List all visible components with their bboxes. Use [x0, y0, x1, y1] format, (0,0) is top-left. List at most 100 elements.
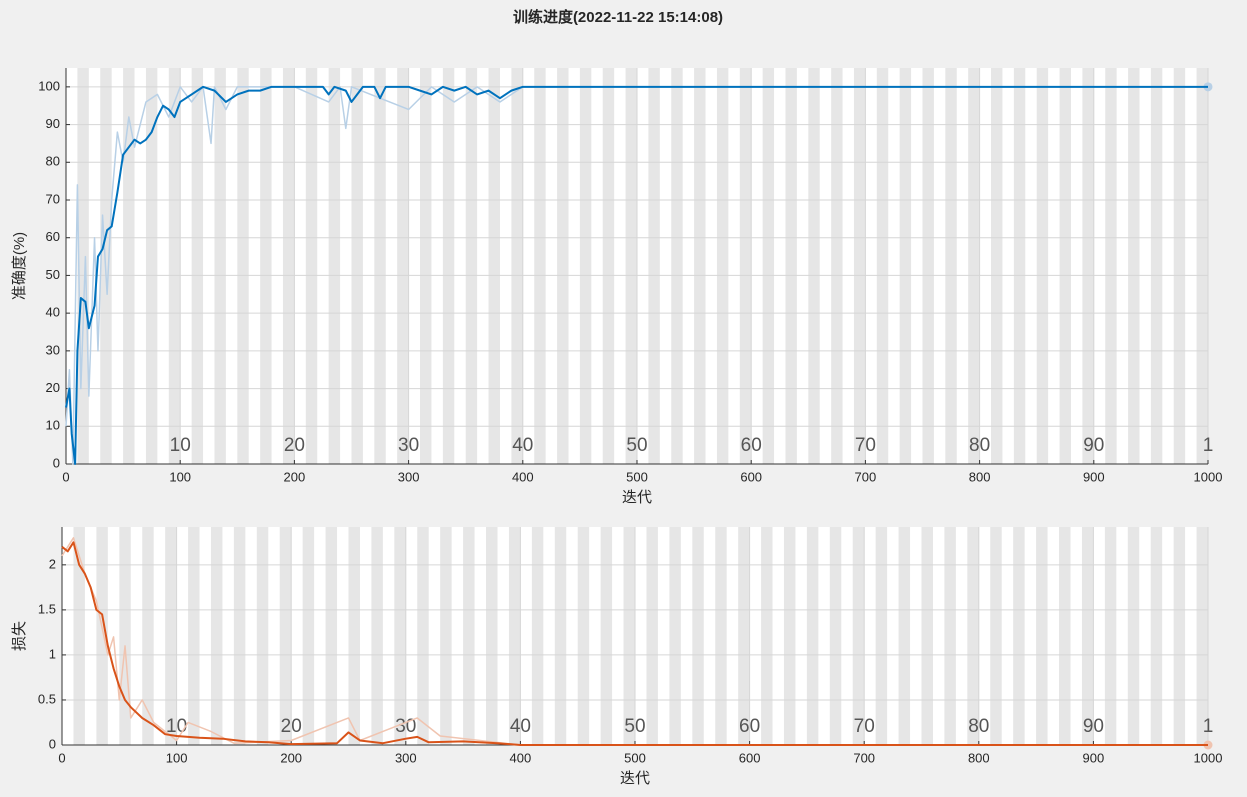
epoch-stripe	[302, 527, 315, 745]
epoch-stripe	[1104, 527, 1117, 745]
epoch-stripe	[968, 68, 980, 464]
epoch-stripe	[440, 527, 452, 745]
x-tick-label: 100	[169, 469, 191, 484]
epoch-stripe	[531, 527, 544, 745]
epoch-stripe	[394, 527, 406, 745]
y-tick-label: 40	[46, 305, 60, 320]
epoch-label: 20	[284, 435, 305, 456]
epoch-stripe	[188, 527, 200, 745]
epoch-stripe	[256, 527, 269, 745]
epoch-stripe	[397, 68, 409, 464]
epoch-stripe	[191, 68, 204, 464]
x-tick-label: 500	[624, 750, 646, 765]
epoch-stripe	[351, 68, 363, 464]
epoch-stripe	[165, 527, 177, 745]
epoch-stripe	[921, 527, 933, 745]
epoch-stripe	[328, 68, 341, 464]
epoch-stripe	[279, 527, 292, 745]
epoch-stripe	[1036, 68, 1049, 464]
epoch-stripe	[602, 68, 615, 464]
x-axis-label: 迭代	[620, 770, 650, 787]
x-tick-label: 1000	[1194, 750, 1223, 765]
x-tick-label: 200	[284, 469, 306, 484]
epoch-stripe	[783, 527, 796, 745]
y-axis-label: 损失	[11, 621, 28, 651]
epoch-label: 30	[395, 716, 416, 737]
epoch-stripe	[210, 527, 223, 745]
x-tick-label: 700	[853, 750, 875, 765]
epoch-stripe	[1105, 68, 1117, 464]
y-tick-label: 60	[46, 229, 60, 244]
epoch-stripe	[463, 527, 475, 745]
x-tick-label: 300	[398, 469, 420, 484]
epoch-stripe	[417, 527, 429, 745]
epoch-stripe	[1173, 68, 1186, 464]
epoch-stripe	[922, 68, 934, 464]
epoch-label: 50	[626, 435, 647, 456]
x-tick-label: 600	[739, 750, 761, 765]
epoch-stripe	[716, 68, 729, 464]
y-tick-label: 0	[53, 455, 60, 470]
x-tick-label: 0	[62, 469, 69, 484]
x-axis-label: 迭代	[622, 489, 652, 506]
epoch-stripe	[1127, 527, 1140, 745]
x-tick-label: 400	[512, 469, 534, 484]
epoch-stripe	[1128, 68, 1140, 464]
epoch-stripe	[648, 68, 660, 464]
epoch-stripe	[852, 527, 865, 745]
y-tick-label: 0.5	[38, 691, 56, 706]
epoch-stripe	[785, 68, 797, 464]
epoch-stripe	[808, 68, 820, 464]
epoch-stripe	[1173, 527, 1186, 745]
epoch-stripe	[853, 68, 866, 464]
epoch-stripe	[214, 68, 226, 464]
epoch-stripe	[945, 68, 957, 464]
epoch-stripe	[1196, 68, 1208, 464]
x-tick-label: 300	[395, 750, 417, 765]
series-line	[61, 537, 1208, 746]
epoch-label: 50	[624, 716, 645, 737]
epoch-stripe	[1082, 68, 1094, 464]
epoch-stripe	[761, 527, 773, 745]
epoch-stripe	[1013, 527, 1025, 745]
y-tick-label: 90	[46, 116, 60, 131]
epoch-stripe	[554, 527, 567, 745]
epoch-stripe	[465, 68, 478, 464]
epoch-label: 30	[398, 435, 419, 456]
epoch-stripe	[899, 68, 912, 464]
epoch-stripe	[577, 527, 590, 745]
epoch-stripe	[762, 68, 775, 464]
x-tick-label: 800	[968, 750, 990, 765]
epoch-label: 60	[739, 716, 760, 737]
epoch-stripe	[486, 527, 498, 745]
epoch-stripe	[991, 68, 1003, 464]
epoch-label: 80	[968, 716, 989, 737]
epoch-stripe	[233, 527, 246, 745]
epoch-stripe	[488, 68, 500, 464]
epoch-label: 70	[855, 435, 876, 456]
x-tick-label: 200	[280, 750, 302, 765]
epoch-stripe	[1081, 527, 1094, 745]
epoch-stripe	[1059, 68, 1071, 464]
epoch-stripe	[876, 68, 889, 464]
epoch-stripe	[73, 527, 85, 745]
x-tick-label: 900	[1083, 469, 1105, 484]
y-tick-label: 30	[46, 342, 60, 357]
y-axis-label: 准确度(%)	[11, 232, 28, 300]
epoch-stripe	[829, 527, 842, 745]
x-tick-label: 600	[740, 469, 762, 484]
epoch-stripe	[692, 527, 704, 745]
epoch-stripe	[806, 527, 819, 745]
y-tick-label: 10	[46, 418, 60, 433]
epoch-stripe	[374, 68, 386, 464]
epoch-stripe	[282, 68, 295, 464]
epoch-stripe	[1036, 527, 1048, 745]
epoch-stripe	[669, 527, 681, 745]
figure-title: 训练进度(2022-11-22 15:14:08)	[513, 8, 723, 26]
epoch-stripe	[442, 68, 455, 464]
y-tick-label: 100	[38, 78, 60, 93]
epoch-label: 40	[510, 716, 531, 737]
epoch-label: 1	[1203, 716, 1214, 737]
